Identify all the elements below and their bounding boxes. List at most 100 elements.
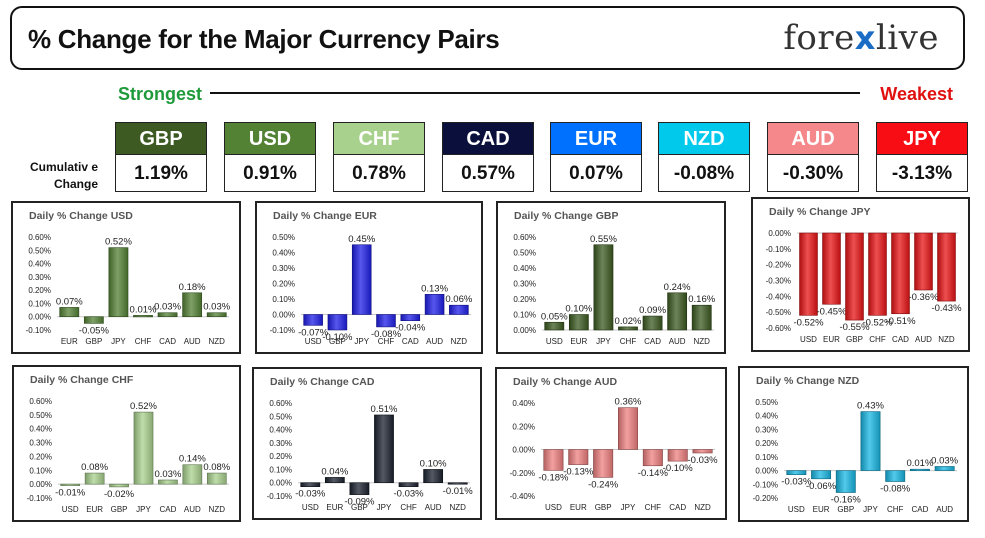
x-tick-label: NZD: [208, 337, 225, 346]
chart-svg: Daily % Change USD -0.10% 0.00% 0.10% 0.20% 0…: [26, 210, 231, 346]
x-tick-label: CAD: [911, 505, 928, 514]
currency-box-usd: USD 0.91%: [224, 122, 316, 194]
y-tick-label: -0.60%: [766, 324, 791, 333]
bar-nzd: [691, 304, 712, 331]
currency-name: NZD: [658, 122, 750, 155]
chart-panel-aud: Daily % Change AUD -0.40% -0.20% 0.00% 0.20%…: [495, 367, 727, 520]
data-label: 0.45%: [348, 234, 375, 245]
y-tick-label: -0.20%: [510, 469, 535, 478]
chart-title: Daily % Change GBP: [514, 210, 618, 222]
data-label: -0.36%: [908, 292, 939, 303]
data-label: 0.04%: [321, 466, 348, 477]
y-tick-label: 0.20%: [29, 452, 52, 461]
currency-box-chf: CHF 0.78%: [333, 122, 425, 194]
x-tick-label: CAD: [892, 335, 909, 344]
data-label: -0.05%: [79, 325, 110, 336]
bar-aud: [182, 292, 203, 318]
bar-usd: [543, 449, 564, 471]
y-tick-label: 0.60%: [28, 233, 51, 242]
y-tick-label: 0.00%: [272, 311, 295, 320]
data-label: 0.02%: [615, 316, 642, 327]
chart-panel-nzd: Daily % Change NZD -0.20% -0.10% 0.00% 0.10%…: [738, 366, 969, 522]
chart-panel-eur: Daily % Change EUR -0.10% 0.00% 0.10% 0.20% 0…: [255, 201, 483, 354]
currency-name: AUD: [767, 122, 859, 155]
chart-svg: Daily % Change AUD -0.40% -0.20% 0.00% 0.20%…: [510, 376, 719, 512]
chart-panel-gbp: Daily % Change GBP 0.00% 0.10% 0.20% 0.30% 0.…: [496, 201, 726, 354]
chart-svg: Daily % Change CAD -0.10% 0.00% 0.10% 0.20% 0…: [267, 376, 474, 512]
y-tick-label: 0.00%: [513, 326, 536, 335]
chart-title: Daily % Change USD: [29, 210, 133, 222]
x-tick-label: AUD: [425, 503, 442, 512]
data-label: 0.03%: [203, 302, 230, 313]
x-tick-label: JPY: [136, 505, 151, 514]
x-tick-label: GBP: [85, 337, 102, 346]
data-label: 0.14%: [179, 454, 206, 465]
bar-aud: [423, 469, 444, 484]
bar-gbp: [845, 232, 864, 321]
y-tick-label: 0.20%: [513, 295, 536, 304]
y-tick-label: 0.50%: [272, 233, 295, 242]
x-tick-label: CHF: [869, 335, 886, 344]
data-label: -0.08%: [880, 484, 911, 495]
chart-title: Daily % Change NZD: [756, 375, 860, 387]
data-label: -0.13%: [563, 467, 594, 478]
x-tick-label: CHF: [135, 337, 152, 346]
x-tick-label: EUR: [570, 337, 587, 346]
y-tick-label: 0.10%: [28, 299, 51, 308]
bar-chf: [618, 326, 638, 331]
data-label: -0.52%: [793, 317, 824, 328]
bar-nzd: [206, 312, 227, 318]
y-tick-label: 0.20%: [272, 280, 295, 289]
currency-box-cad: CAD 0.57%: [442, 122, 534, 194]
header-box: % Change for the Major Currency Pairs fo…: [10, 6, 965, 70]
x-tick-label: CHF: [400, 503, 417, 512]
bar-jpy: [108, 247, 129, 318]
data-label: -0.03%: [781, 477, 812, 488]
x-tick-label: JPY: [111, 337, 126, 346]
x-tick-label: NZD: [209, 505, 226, 514]
cumulative-label-line1: Cumulativ e: [29, 160, 98, 174]
x-tick-label: USD: [62, 505, 79, 514]
data-label: -0.07%: [298, 327, 329, 338]
chart-panel-cad: Daily % Change CAD -0.10% 0.00% 0.10% 0.20% 0…: [252, 367, 482, 520]
y-tick-label: -0.10%: [753, 480, 778, 489]
data-label: -0.06%: [806, 481, 837, 492]
x-tick-label: NZD: [938, 335, 955, 344]
x-tick-label: NZD: [451, 337, 468, 346]
chart-svg: Daily % Change GBP 0.00% 0.10% 0.20% 0.30% 0.…: [513, 210, 715, 346]
data-label: -0.16%: [831, 495, 862, 506]
currency-name: GBP: [115, 122, 207, 155]
forexlive-logo: forexlive: [783, 18, 939, 58]
data-label: -0.04%: [395, 323, 426, 334]
bar-nzd: [937, 232, 956, 302]
y-tick-label: 0.00%: [28, 313, 51, 322]
y-tick-label: 0.40%: [28, 260, 51, 269]
x-tick-label: CAD: [159, 505, 176, 514]
y-tick-label: 0.10%: [272, 295, 295, 304]
y-tick-label: 0.10%: [29, 466, 52, 475]
bar-aud: [667, 292, 688, 331]
x-tick-label: JPY: [621, 503, 636, 512]
bar-cad: [667, 449, 688, 462]
x-tick-label: JPY: [354, 337, 369, 346]
y-tick-label: 0.10%: [755, 453, 778, 462]
bar-usd: [300, 482, 321, 488]
bar-jpy: [133, 411, 154, 485]
y-tick-label: 0.40%: [29, 425, 52, 434]
x-tick-label: GBP: [111, 505, 128, 514]
data-label: 0.03%: [931, 455, 958, 466]
x-tick-label: USD: [302, 503, 319, 512]
chart-title: Daily % Change EUR: [273, 210, 377, 222]
data-label: 0.36%: [615, 397, 642, 408]
data-label: 0.52%: [130, 401, 157, 412]
bar-aud: [914, 232, 933, 291]
data-label: -0.08%: [371, 329, 402, 340]
bar-nzd: [449, 304, 469, 315]
data-label: -0.55%: [839, 322, 870, 333]
chart-svg: Daily % Change EUR -0.10% 0.00% 0.10% 0.20% 0…: [270, 210, 473, 346]
y-tick-label: -0.20%: [753, 494, 778, 503]
data-label: -0.52%: [862, 317, 893, 328]
y-tick-label: 0.30%: [272, 264, 295, 273]
y-tick-label: 0.60%: [29, 397, 52, 406]
bar-gbp: [349, 482, 370, 495]
